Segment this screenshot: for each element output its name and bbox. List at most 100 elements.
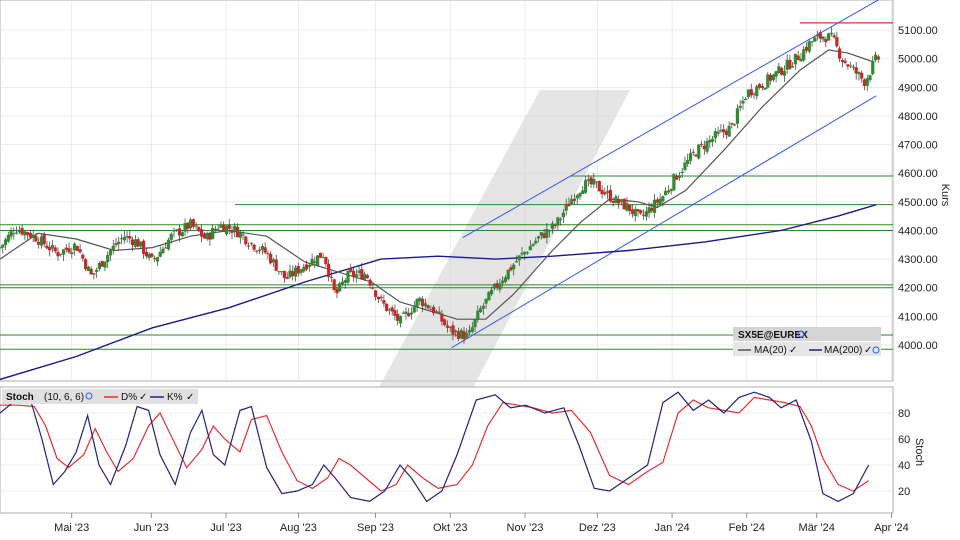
stoch-tick-label: 40 — [898, 460, 910, 472]
check-icon[interactable]: ✓ — [789, 345, 797, 356]
candle-body — [387, 309, 392, 311]
candle-body — [517, 255, 521, 261]
candle-body — [393, 310, 397, 316]
candle-body — [200, 229, 204, 237]
candle-body — [768, 74, 773, 81]
candle-body — [802, 49, 806, 61]
candle-body — [56, 251, 60, 257]
watermark-logo — [345, 90, 630, 450]
candle-body — [194, 225, 198, 227]
candle-body — [362, 273, 367, 280]
candle-body — [415, 298, 419, 307]
candle-body — [401, 312, 405, 314]
check-icon[interactable]: ✓ — [186, 392, 194, 403]
candle-body — [791, 66, 795, 68]
check-icon[interactable]: ✓ — [139, 392, 147, 403]
candle-body — [548, 230, 552, 232]
ma200-polyline — [0, 204, 877, 381]
candle-body — [175, 229, 179, 231]
candle-body — [166, 239, 171, 250]
candle-body — [705, 140, 709, 152]
candle-body — [409, 312, 414, 315]
candle-body — [724, 130, 728, 135]
candle-body — [23, 231, 27, 236]
candle-body — [130, 239, 135, 246]
candle-body — [849, 65, 853, 67]
candle-body — [277, 271, 281, 273]
candle-body — [826, 33, 831, 41]
candle-body — [575, 195, 579, 199]
candle-body — [3, 239, 8, 246]
candle-body — [514, 261, 519, 263]
candle-body — [12, 233, 16, 235]
stoch-tick-label: 80 — [898, 408, 910, 420]
candle-body — [153, 258, 157, 260]
candle-body — [238, 232, 242, 238]
candle-body — [490, 289, 494, 295]
candle-body — [865, 78, 869, 86]
candle-body — [191, 219, 195, 227]
x-tick-label: Dez '23 — [579, 522, 616, 534]
candle-body — [150, 253, 154, 257]
candle-body — [72, 243, 77, 251]
candle-body — [321, 256, 325, 258]
time-x-axis: Mai '23 Jun '23 Jul '23 Aug '23 Sep '23 Okt '… — [54, 513, 909, 534]
candle-body — [208, 233, 212, 240]
candle-body — [860, 72, 864, 79]
candle-body — [122, 237, 126, 241]
candle-body — [506, 269, 510, 280]
candle-body — [799, 58, 803, 62]
ma200-line — [0, 204, 877, 381]
candle-body — [188, 219, 193, 229]
price-tick-label: 4700.00 — [898, 140, 938, 152]
settings-icon[interactable] — [85, 392, 93, 400]
candle-body — [398, 316, 403, 324]
candle-body — [503, 277, 508, 282]
check-icon[interactable]: ✓ — [864, 345, 872, 356]
candle-body — [567, 203, 571, 207]
candle-body — [396, 313, 400, 321]
candle-body — [329, 276, 334, 279]
candle-body — [661, 196, 665, 202]
candle-body — [669, 189, 673, 192]
price-tick-label: 4200.00 — [898, 283, 938, 295]
candle-body — [440, 313, 444, 322]
settings-icon[interactable] — [797, 330, 805, 338]
candle-body — [445, 325, 450, 328]
legend-instrument: SX5E@EUREX — [738, 330, 808, 341]
candle-body — [142, 240, 146, 255]
candle-body — [42, 234, 46, 245]
candle-body — [550, 223, 554, 229]
candle-body — [429, 309, 433, 311]
candle-body — [744, 98, 748, 100]
price-tick-label: 4500.00 — [898, 197, 938, 209]
candle-body — [647, 207, 651, 214]
candle-body — [774, 71, 778, 77]
candle-body — [481, 305, 485, 309]
candle-body — [285, 277, 289, 279]
candle-body — [95, 269, 99, 272]
x-tick-label: Aug '23 — [280, 522, 317, 534]
candle-body — [100, 260, 104, 267]
price-legend: SX5E@EUREX MA(20) ✓ MA(200) ✓ — [733, 327, 881, 356]
candle-body — [426, 305, 430, 309]
legend-k: K% — [167, 392, 183, 403]
price-tick-label: 5000.00 — [898, 54, 938, 66]
candle-body — [67, 248, 71, 253]
candle-body — [735, 108, 740, 124]
candle-body — [280, 271, 284, 273]
candle-body — [340, 281, 345, 285]
candle-body — [589, 177, 593, 185]
candle-body — [133, 239, 137, 247]
candle-body — [716, 131, 720, 134]
candle-body — [197, 226, 201, 232]
candle-body — [299, 269, 303, 273]
candle-body — [59, 253, 63, 255]
candle-body — [570, 199, 574, 205]
candle-body — [365, 275, 369, 279]
candle-body — [144, 251, 148, 257]
settings-icon[interactable] — [872, 346, 880, 354]
candle-body — [6, 234, 10, 242]
candle-body — [746, 89, 751, 98]
